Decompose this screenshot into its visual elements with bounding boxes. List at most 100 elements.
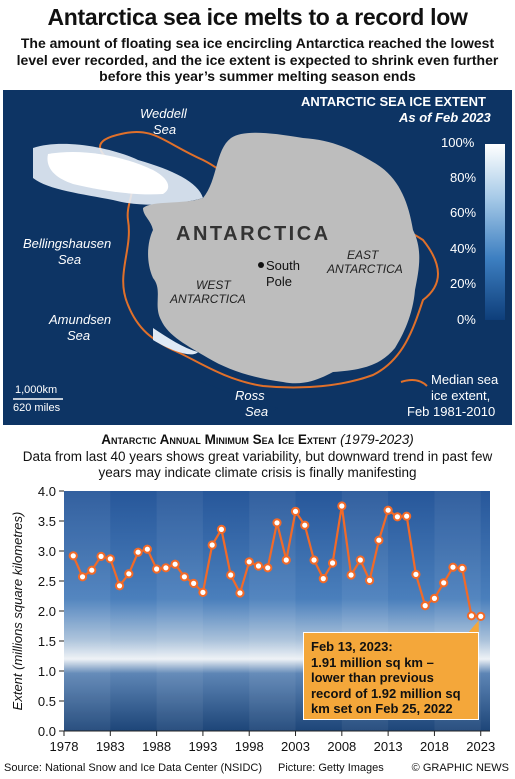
data-point	[383, 505, 393, 515]
west-antarctica-label: ANTARCTICA	[170, 292, 246, 306]
year-stripe	[249, 491, 296, 731]
data-point	[87, 565, 97, 575]
data-point	[420, 601, 430, 611]
south-pole-dot	[258, 262, 264, 268]
x-tick-label: 2018	[420, 739, 449, 754]
ross-sea	[198, 380, 278, 425]
bellingshausen-label: Bellingshausen	[23, 236, 112, 251]
y-tick-label: 2.5	[38, 574, 56, 589]
data-point	[374, 535, 384, 545]
data-point	[392, 512, 402, 522]
data-point	[337, 501, 347, 511]
legend-date: As of Feb 2023	[399, 110, 491, 125]
y-tick-label: 2.0	[38, 604, 56, 619]
median-legend-line-1: Median sea	[431, 372, 499, 387]
data-point	[216, 524, 227, 535]
y-tick-label: 3.5	[38, 514, 56, 529]
y-axis-label: Extent (millions square kilometres)	[10, 512, 25, 711]
legend-tick: 20%	[450, 276, 477, 291]
x-tick-label: 2013	[374, 739, 403, 754]
median-legend-label: Median sea ice extent, Feb 1981-2010	[407, 372, 499, 420]
scale-miles: 620 miles	[13, 402, 61, 414]
y-tick-label: 1.0	[38, 664, 56, 679]
chart-subtitle: Data from last 40 years shows great vari…	[22, 449, 493, 480]
sea-ice-weddell-inner	[47, 151, 169, 195]
x-tick-label: 2003	[281, 739, 310, 754]
data-point	[244, 557, 254, 567]
data-point	[346, 570, 356, 580]
y-tick-label: 3.0	[38, 544, 56, 559]
bellingshausen-label: Sea	[58, 252, 82, 267]
data-point	[309, 555, 319, 565]
page-title: Antarctica sea ice melts to a record low	[47, 4, 468, 30]
west-antarctica-label: WEST	[196, 278, 231, 292]
median-legend-line	[400, 378, 428, 387]
data-point	[189, 578, 199, 589]
amundsen-label: Amundsen	[49, 312, 112, 327]
data-point	[429, 593, 440, 604]
scale-km: 1,000km	[15, 384, 58, 396]
data-point	[300, 520, 310, 530]
x-tick-label: 2023	[466, 739, 495, 754]
continent-label: ANTARCTICA	[176, 223, 331, 245]
weddell-label: Sea	[153, 122, 177, 137]
data-series	[68, 501, 486, 635]
data-point	[476, 611, 486, 621]
picture-credit: Picture: Getty Images	[278, 762, 384, 774]
data-point	[207, 540, 217, 550]
south-pole-label: Pole	[266, 274, 293, 289]
map-graphic	[13, 130, 505, 425]
data-point	[114, 581, 125, 591]
amundsen-label: Sea	[67, 328, 91, 343]
data-point	[68, 551, 78, 561]
x-tick-label: 1998	[235, 739, 264, 754]
data-point	[96, 551, 106, 562]
annotation-text: 1.91 million sq km – lower than previous…	[311, 654, 461, 717]
year-stripe	[156, 491, 203, 731]
data-point	[152, 564, 162, 574]
data-point	[281, 555, 291, 565]
y-tick-label: 0.0	[38, 724, 56, 739]
data-point	[105, 554, 115, 564]
data-point	[133, 547, 143, 557]
data-point	[124, 569, 134, 579]
line-chart: 0.0 0.5 1.0 1.5 2.0 2.5 3.0 3.5 4.0 1978 1983 1988…	[10, 484, 495, 754]
antarctica-map: ANTARCTIC SEA ICE EXTENT As of Feb 2023 …	[3, 90, 512, 425]
data-point	[402, 511, 412, 521]
data-point	[226, 570, 236, 580]
x-tick-label: 1988	[142, 739, 171, 754]
data-point	[161, 563, 171, 573]
y-tick-label: 1.5	[38, 634, 56, 649]
data-point	[318, 574, 328, 584]
data-point	[142, 544, 152, 554]
legend-tick: 40%	[450, 241, 477, 256]
south-pole-label: South	[266, 258, 300, 273]
y-tick-label: 4.0	[38, 484, 56, 499]
chart-title: Antarctic Annual Minimum Sea Ice Extent …	[0, 432, 515, 447]
data-point	[411, 569, 421, 580]
annotation-date: Feb 13, 2023:	[311, 639, 393, 654]
data-point	[439, 578, 449, 588]
data-point	[198, 587, 208, 598]
data-point	[272, 518, 282, 528]
sea-ice-amundsen	[153, 328, 198, 355]
median-extent-line	[99, 130, 439, 389]
data-point	[290, 506, 301, 516]
x-tick-label: 2008	[327, 739, 356, 754]
legend-tick: 60%	[450, 205, 477, 220]
antarctica-land	[143, 132, 420, 384]
annotation-pointer	[466, 620, 479, 635]
legend-tick: 0%	[457, 312, 476, 327]
data-point	[253, 561, 264, 571]
east-antarctica-label: ANTARCTICA	[327, 262, 403, 276]
data-point	[466, 611, 477, 621]
legend-title: ANTARCTIC SEA ICE EXTENT	[301, 94, 486, 109]
data-point	[77, 572, 88, 582]
x-tick-label: 1983	[96, 739, 125, 754]
legend-tick: 100%	[441, 135, 475, 150]
data-point	[365, 575, 375, 586]
weddell-label: Weddell	[140, 106, 187, 121]
east-antarctica-label: EAST	[347, 248, 379, 262]
y-tick-label: 0.5	[38, 694, 56, 709]
chart-title-text: Antarctic Annual Minimum Sea Ice Extent	[101, 432, 337, 447]
